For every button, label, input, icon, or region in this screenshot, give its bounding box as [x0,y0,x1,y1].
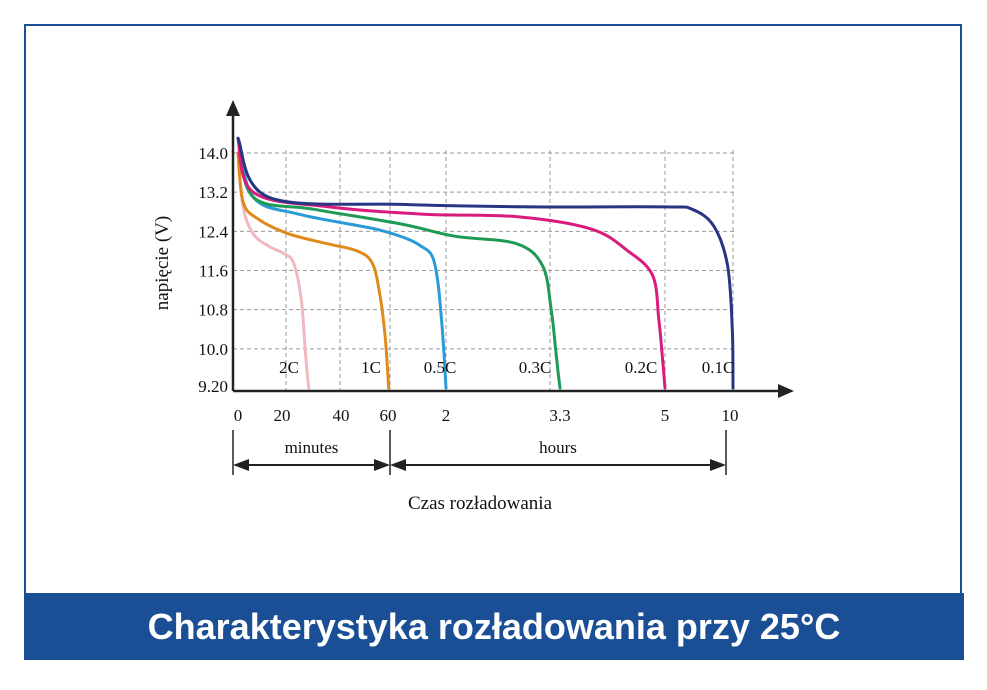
axes [226,100,794,398]
series-label-2C: 2C [279,358,299,377]
chart-frame [24,24,962,660]
y-axis-arrow [226,100,240,116]
x-tick-label: 10 [722,406,739,425]
tick-labels: 14.0 13.2 12.4 11.6 10.8 10.0 9.20 0 20 40 60 2 3.3 5… [198,144,738,425]
series-label-0.5C: 0.5C [424,358,457,377]
x-tick-label: 5 [661,406,670,425]
y-tick-label: 12.4 [198,222,228,241]
segment-arrow-head [390,459,406,471]
banner-title: Charakterystyka rozładowania przy 25°C [147,605,841,647]
y-tick-label: 11.6 [199,262,228,281]
series-lines [236,136,735,390]
x-tick-label: 20 [274,406,291,425]
y-axis-label: napięcie (V) [152,216,173,310]
series-label-1C: 1C [361,358,381,377]
series-line-0.3C [236,136,562,390]
x-axis-arrow [778,384,794,398]
y-tick-label: 14.0 [198,144,228,163]
x-tick-label: 60 [380,406,397,425]
time-segments: minutes hours [232,430,727,475]
series-label-0.2C: 0.2C [625,358,658,377]
series-line-2C [236,151,311,390]
grid [233,150,735,391]
x-axis-label: Czas rozładowania [408,493,553,514]
y-tick-label: 10.0 [198,340,228,359]
segment-arrow-head [710,459,726,471]
series-label-0.3C: 0.3C [519,358,552,377]
x-tick-label: 3.3 [549,406,570,425]
segment-arrow-head [233,459,249,471]
segment-label-hours: hours [539,438,577,457]
y-tick-label: 9.20 [198,377,228,396]
x-tick-label: 0 [234,406,243,425]
segment-arrow-head [374,459,390,471]
x-tick-label: 2 [442,406,451,425]
y-tick-label: 13.2 [198,183,228,202]
chart-title-banner: Charakterystyka rozładowania przy 25°C [24,593,964,660]
series-label-0.1C: 0.1C [702,358,735,377]
y-tick-label: 10.8 [198,301,228,320]
series-line-0.5C [236,136,448,390]
series-line-0.1C [236,136,735,390]
x-tick-label: 40 [333,406,350,425]
series-line-0.2C [236,136,667,390]
series-line-1C [236,151,391,390]
segment-label-minutes: minutes [285,438,339,457]
